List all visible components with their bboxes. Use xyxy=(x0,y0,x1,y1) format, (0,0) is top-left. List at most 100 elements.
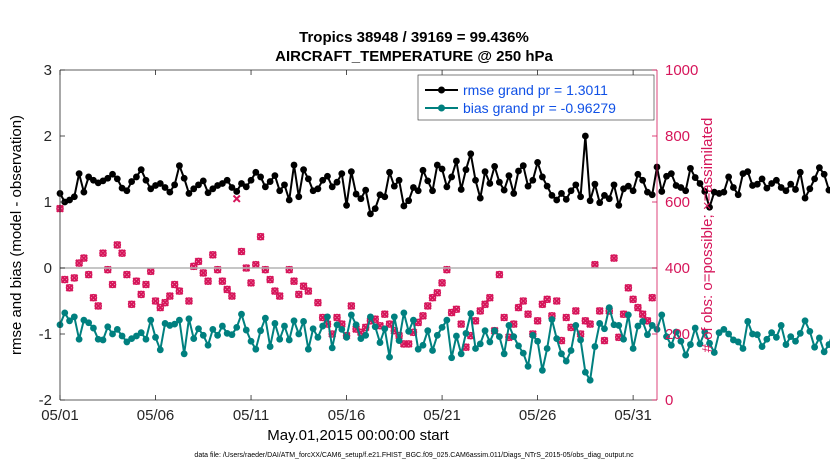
rmse-point xyxy=(395,176,403,184)
obs-assimilated-marker xyxy=(237,247,246,256)
y-right-tick-label: 1000 xyxy=(665,62,698,79)
rmse-point xyxy=(500,186,508,194)
rmse-point xyxy=(720,188,728,196)
obs-possible-marker xyxy=(123,270,131,279)
bias-point xyxy=(242,326,250,334)
rmse-point xyxy=(266,178,274,185)
x-ticks: 05/01 05/06 05/11 05/16 05/21 05/26 05/31 xyxy=(41,70,652,424)
obs-possible-marker xyxy=(60,275,69,284)
bias-point xyxy=(601,325,608,333)
y-right-tick-label: 200 xyxy=(665,326,690,343)
rmse-point xyxy=(400,202,408,210)
rmse-point xyxy=(448,173,456,181)
obs-possible-marker xyxy=(304,287,313,295)
rmse-point xyxy=(410,184,417,191)
bias-point xyxy=(548,316,556,323)
x-tick-label: 05/16 xyxy=(328,407,366,424)
obs-possible-marker xyxy=(218,277,227,286)
legend-rmse-label: rmse grand pr = 1.3011 xyxy=(463,82,608,98)
bias-point xyxy=(543,345,551,352)
rmse-point xyxy=(113,175,121,183)
rmse-point xyxy=(792,186,799,193)
obs-assimilated-marker xyxy=(457,320,466,329)
rmse-point xyxy=(424,177,432,185)
bias-point xyxy=(820,348,828,356)
x-tick-label: 05/11 xyxy=(233,407,269,424)
bias-point xyxy=(620,335,627,343)
bias-point xyxy=(271,320,279,327)
bias-point xyxy=(744,318,752,325)
rmse-point xyxy=(357,195,365,203)
rmse-point xyxy=(648,191,656,199)
rmse-point xyxy=(362,186,370,194)
rmse-point xyxy=(386,168,393,176)
obs-assimilated-marker xyxy=(70,273,79,282)
obs-possible-marker xyxy=(118,249,126,257)
obs-assimilated-marker xyxy=(199,269,208,277)
bias-point xyxy=(199,331,207,339)
bias-point xyxy=(142,335,150,343)
y-left-tick-label: 1 xyxy=(44,194,52,211)
rmse-point xyxy=(257,173,264,181)
rmse-point xyxy=(419,166,427,174)
bias-point xyxy=(324,313,331,321)
bias-point xyxy=(720,325,728,333)
bias-point xyxy=(687,341,694,348)
bias-point xyxy=(495,333,503,341)
obs-possible-marker xyxy=(142,280,150,289)
rmse-point xyxy=(577,193,584,201)
obs-assimilated-marker xyxy=(108,280,117,289)
rmse-point xyxy=(238,180,245,187)
obs-possible-marker xyxy=(256,232,265,241)
bias-point xyxy=(806,327,814,335)
rmse-point xyxy=(133,173,140,181)
obs-assimilated-marker xyxy=(423,302,432,310)
bias-point xyxy=(701,328,709,336)
obs-possible-marker xyxy=(572,307,580,315)
bias-point xyxy=(390,313,398,321)
obs-possible-marker xyxy=(400,340,408,348)
obs-possible-marker xyxy=(156,303,165,312)
bias-point xyxy=(624,311,632,319)
rmse-point xyxy=(658,188,666,195)
bias-point xyxy=(758,343,766,350)
obs-assimilated-marker xyxy=(581,316,590,325)
obs-possible-marker xyxy=(519,297,528,305)
rmse-point xyxy=(352,190,360,198)
rmse-point xyxy=(204,189,212,197)
bias-point xyxy=(515,342,522,350)
rmse-point xyxy=(70,193,78,201)
rmse-point xyxy=(285,196,293,204)
bias-point xyxy=(696,340,704,348)
bias-point xyxy=(443,316,451,324)
bias-point xyxy=(338,325,346,333)
obs-possible-marker xyxy=(247,279,255,287)
legend-bias-marker xyxy=(438,104,445,112)
obs-assimilated-marker xyxy=(132,277,141,286)
legend-rmse-marker xyxy=(438,86,445,94)
obs-possible-marker xyxy=(634,303,642,312)
rmse-point xyxy=(701,188,709,195)
rmse-point xyxy=(438,165,446,173)
rmse-point xyxy=(190,185,198,193)
rmse-point xyxy=(457,186,465,193)
bias-point xyxy=(672,328,680,336)
legend-bias-label: bias grand pr = -0.96279 xyxy=(463,100,616,116)
obs-possible-marker xyxy=(84,270,93,279)
rmse-point xyxy=(338,170,346,178)
obs-possible-marker xyxy=(419,312,427,320)
obs-possible-marker xyxy=(175,287,184,295)
rmse-point xyxy=(605,195,613,203)
rmse-point xyxy=(596,199,604,207)
rmse-point xyxy=(758,175,766,183)
rmse-point xyxy=(443,183,451,191)
obs-assimilated-marker xyxy=(648,293,657,302)
obs-possible-marker xyxy=(151,297,160,305)
rmse-point xyxy=(66,196,73,204)
obs-possible-marker xyxy=(500,313,508,322)
obs-possible-marker xyxy=(562,313,571,322)
obs-possible-marker xyxy=(514,303,523,312)
bias-point xyxy=(558,350,565,358)
obs-possible-marker xyxy=(423,302,432,310)
